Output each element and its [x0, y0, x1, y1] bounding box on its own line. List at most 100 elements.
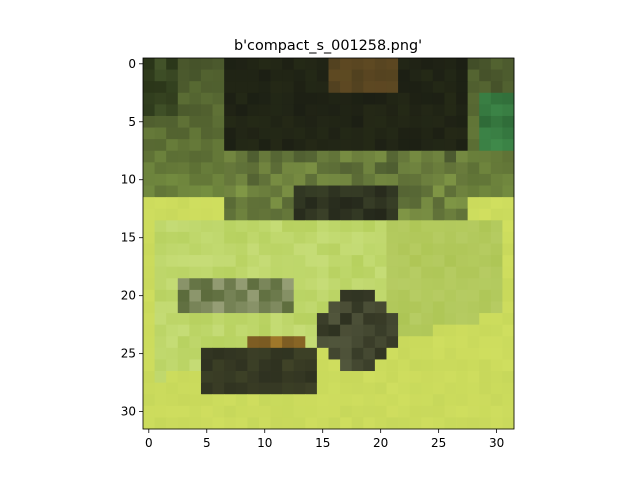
image-pixel: [212, 173, 225, 186]
image-pixel: [247, 336, 260, 349]
x-tick-label: 20: [373, 436, 388, 450]
image-pixel: [456, 81, 469, 94]
image-pixel: [363, 58, 376, 70]
image-pixel: [502, 115, 515, 128]
image-pixel: [316, 336, 329, 349]
image-pixel: [154, 405, 167, 418]
image-pixel: [212, 92, 225, 105]
image-pixel: [340, 336, 353, 349]
image-pixel: [444, 359, 457, 372]
image-pixel: [467, 197, 480, 210]
image-pixel: [374, 347, 387, 360]
image-pixel: [166, 150, 179, 163]
image-pixel: [293, 255, 306, 268]
image-pixel: [177, 359, 190, 372]
image-pixel: [154, 289, 167, 302]
image-pixel: [200, 150, 213, 163]
image-pixel: [166, 324, 179, 337]
image-pixel: [444, 336, 457, 349]
image-pixel: [444, 127, 457, 140]
image-pixel: [363, 162, 376, 175]
image-pixel: [166, 313, 179, 326]
image-pixel: [502, 220, 515, 233]
image-pixel: [444, 255, 457, 268]
image-pixel: [432, 347, 445, 360]
image-pixel: [409, 266, 422, 279]
image-pixel: [258, 371, 271, 384]
image-pixel: [374, 92, 387, 105]
image-pixel: [386, 208, 399, 221]
image-pixel: [247, 405, 260, 418]
image-pixel: [143, 115, 155, 128]
image-pixel: [490, 173, 503, 186]
image-pixel: [224, 92, 237, 105]
image-pixel: [456, 313, 469, 326]
image-pixel: [189, 382, 202, 395]
image-pixel: [224, 324, 237, 337]
image-pixel: [305, 405, 318, 418]
image-pixel: [386, 289, 399, 302]
image-pixel: [386, 139, 399, 152]
image-pixel: [490, 405, 503, 418]
image-pixel: [479, 58, 492, 70]
image-pixel: [177, 58, 190, 70]
image-pixel: [456, 336, 469, 349]
image-pixel: [328, 266, 341, 279]
image-pixel: [351, 313, 364, 326]
image-pixel: [374, 104, 387, 117]
image-pixel: [305, 150, 318, 163]
image-pixel: [467, 382, 480, 395]
image-pixel: [258, 127, 271, 140]
image-pixel: [467, 220, 480, 233]
image-pixel: [305, 92, 318, 105]
image-pixel: [386, 150, 399, 163]
image-pixel: [200, 394, 213, 407]
image-pixel: [386, 371, 399, 384]
image-pixel: [154, 255, 167, 268]
image-pixel: [247, 266, 260, 279]
image-pixel: [154, 382, 167, 395]
image-pixel: [143, 185, 155, 198]
image-pixel: [340, 394, 353, 407]
image-pixel: [467, 417, 480, 430]
image-pixel: [467, 405, 480, 418]
image-pixel: [363, 336, 376, 349]
image-pixel: [212, 208, 225, 221]
image-pixel: [166, 394, 179, 407]
image-pixel: [166, 69, 179, 82]
image-pixel: [189, 58, 202, 70]
image-pixel: [177, 92, 190, 105]
image-pixel: [340, 313, 353, 326]
image-pixel: [479, 69, 492, 82]
image-pixel: [282, 266, 295, 279]
image-pixel: [386, 405, 399, 418]
image-pixel: [224, 394, 237, 407]
image-pixel: [340, 243, 353, 256]
image-pixel: [374, 185, 387, 198]
image-pixel: [398, 127, 411, 140]
image-pixel: [351, 115, 364, 128]
image-pixel: [340, 220, 353, 233]
image-pixel: [235, 81, 248, 94]
image-pixel: [444, 278, 457, 291]
image-pixel: [270, 69, 283, 82]
image-pixel: [224, 185, 237, 198]
image-pixel: [444, 220, 457, 233]
image-pixel: [177, 173, 190, 186]
image-pixel: [293, 197, 306, 210]
image-pixel: [340, 139, 353, 152]
image-pixel: [166, 115, 179, 128]
image-pixel: [200, 162, 213, 175]
image-pixel: [212, 185, 225, 198]
image-pixel: [305, 69, 318, 82]
image-pixel: [282, 243, 295, 256]
image-pixel: [293, 324, 306, 337]
image-pixel: [166, 220, 179, 233]
image-pixel: [154, 69, 167, 82]
image-pixel: [421, 197, 434, 210]
image-pixel: [502, 150, 515, 163]
image-pixel: [154, 231, 167, 244]
image-pixel: [467, 69, 480, 82]
image-pixel: [235, 185, 248, 198]
image-pixel: [363, 92, 376, 105]
